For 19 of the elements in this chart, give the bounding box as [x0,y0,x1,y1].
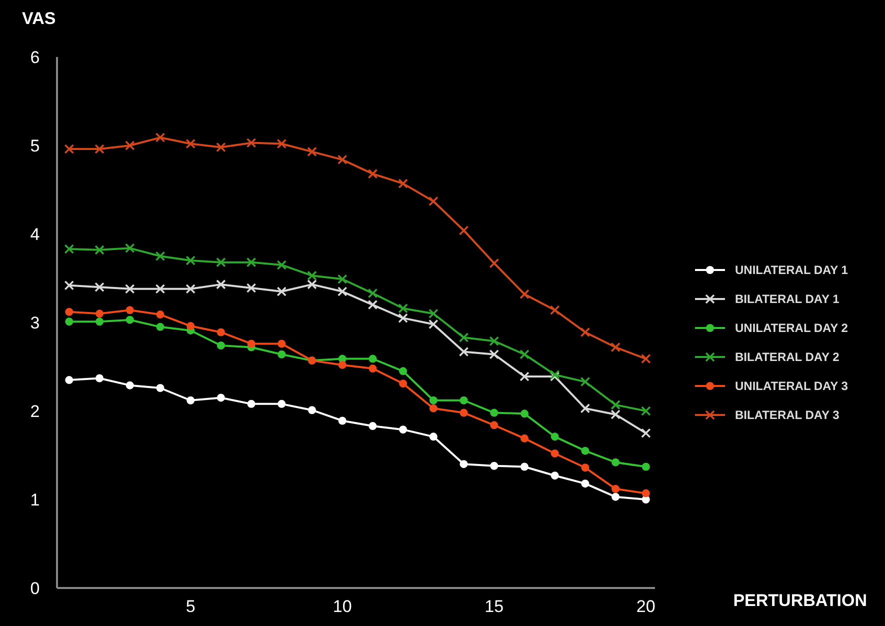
x-tick-label: 15 [484,597,504,616]
legend-label: UNILATERAL DAY 3 [735,379,848,394]
legend-label: UNILATERAL DAY 1 [735,263,848,278]
x-tick-label: 5 [186,597,196,616]
legend-label: UNILATERAL DAY 2 [735,321,848,336]
y-tick-label: 4 [30,224,40,244]
y-tick-label: 3 [30,313,40,332]
x-tick-label: 10 [332,597,352,616]
x-axis-title: PERTURBATION [733,591,867,610]
legend-label: BILATERAL DAY 1 [735,292,840,306]
y-tick-label: 6 [30,48,40,67]
y-tick-label: 0 [30,578,40,598]
y-tick-label: 2 [30,402,40,421]
y-tick-label: 1 [30,490,40,510]
legend-label: BILATERAL DAY 2 [735,350,840,364]
x-tick-label: 20 [636,597,656,616]
y-tick-label: 5 [30,136,40,156]
legend-label: BILATERAL DAY 3 [735,408,840,422]
y-axis-title: VAS [22,9,56,28]
